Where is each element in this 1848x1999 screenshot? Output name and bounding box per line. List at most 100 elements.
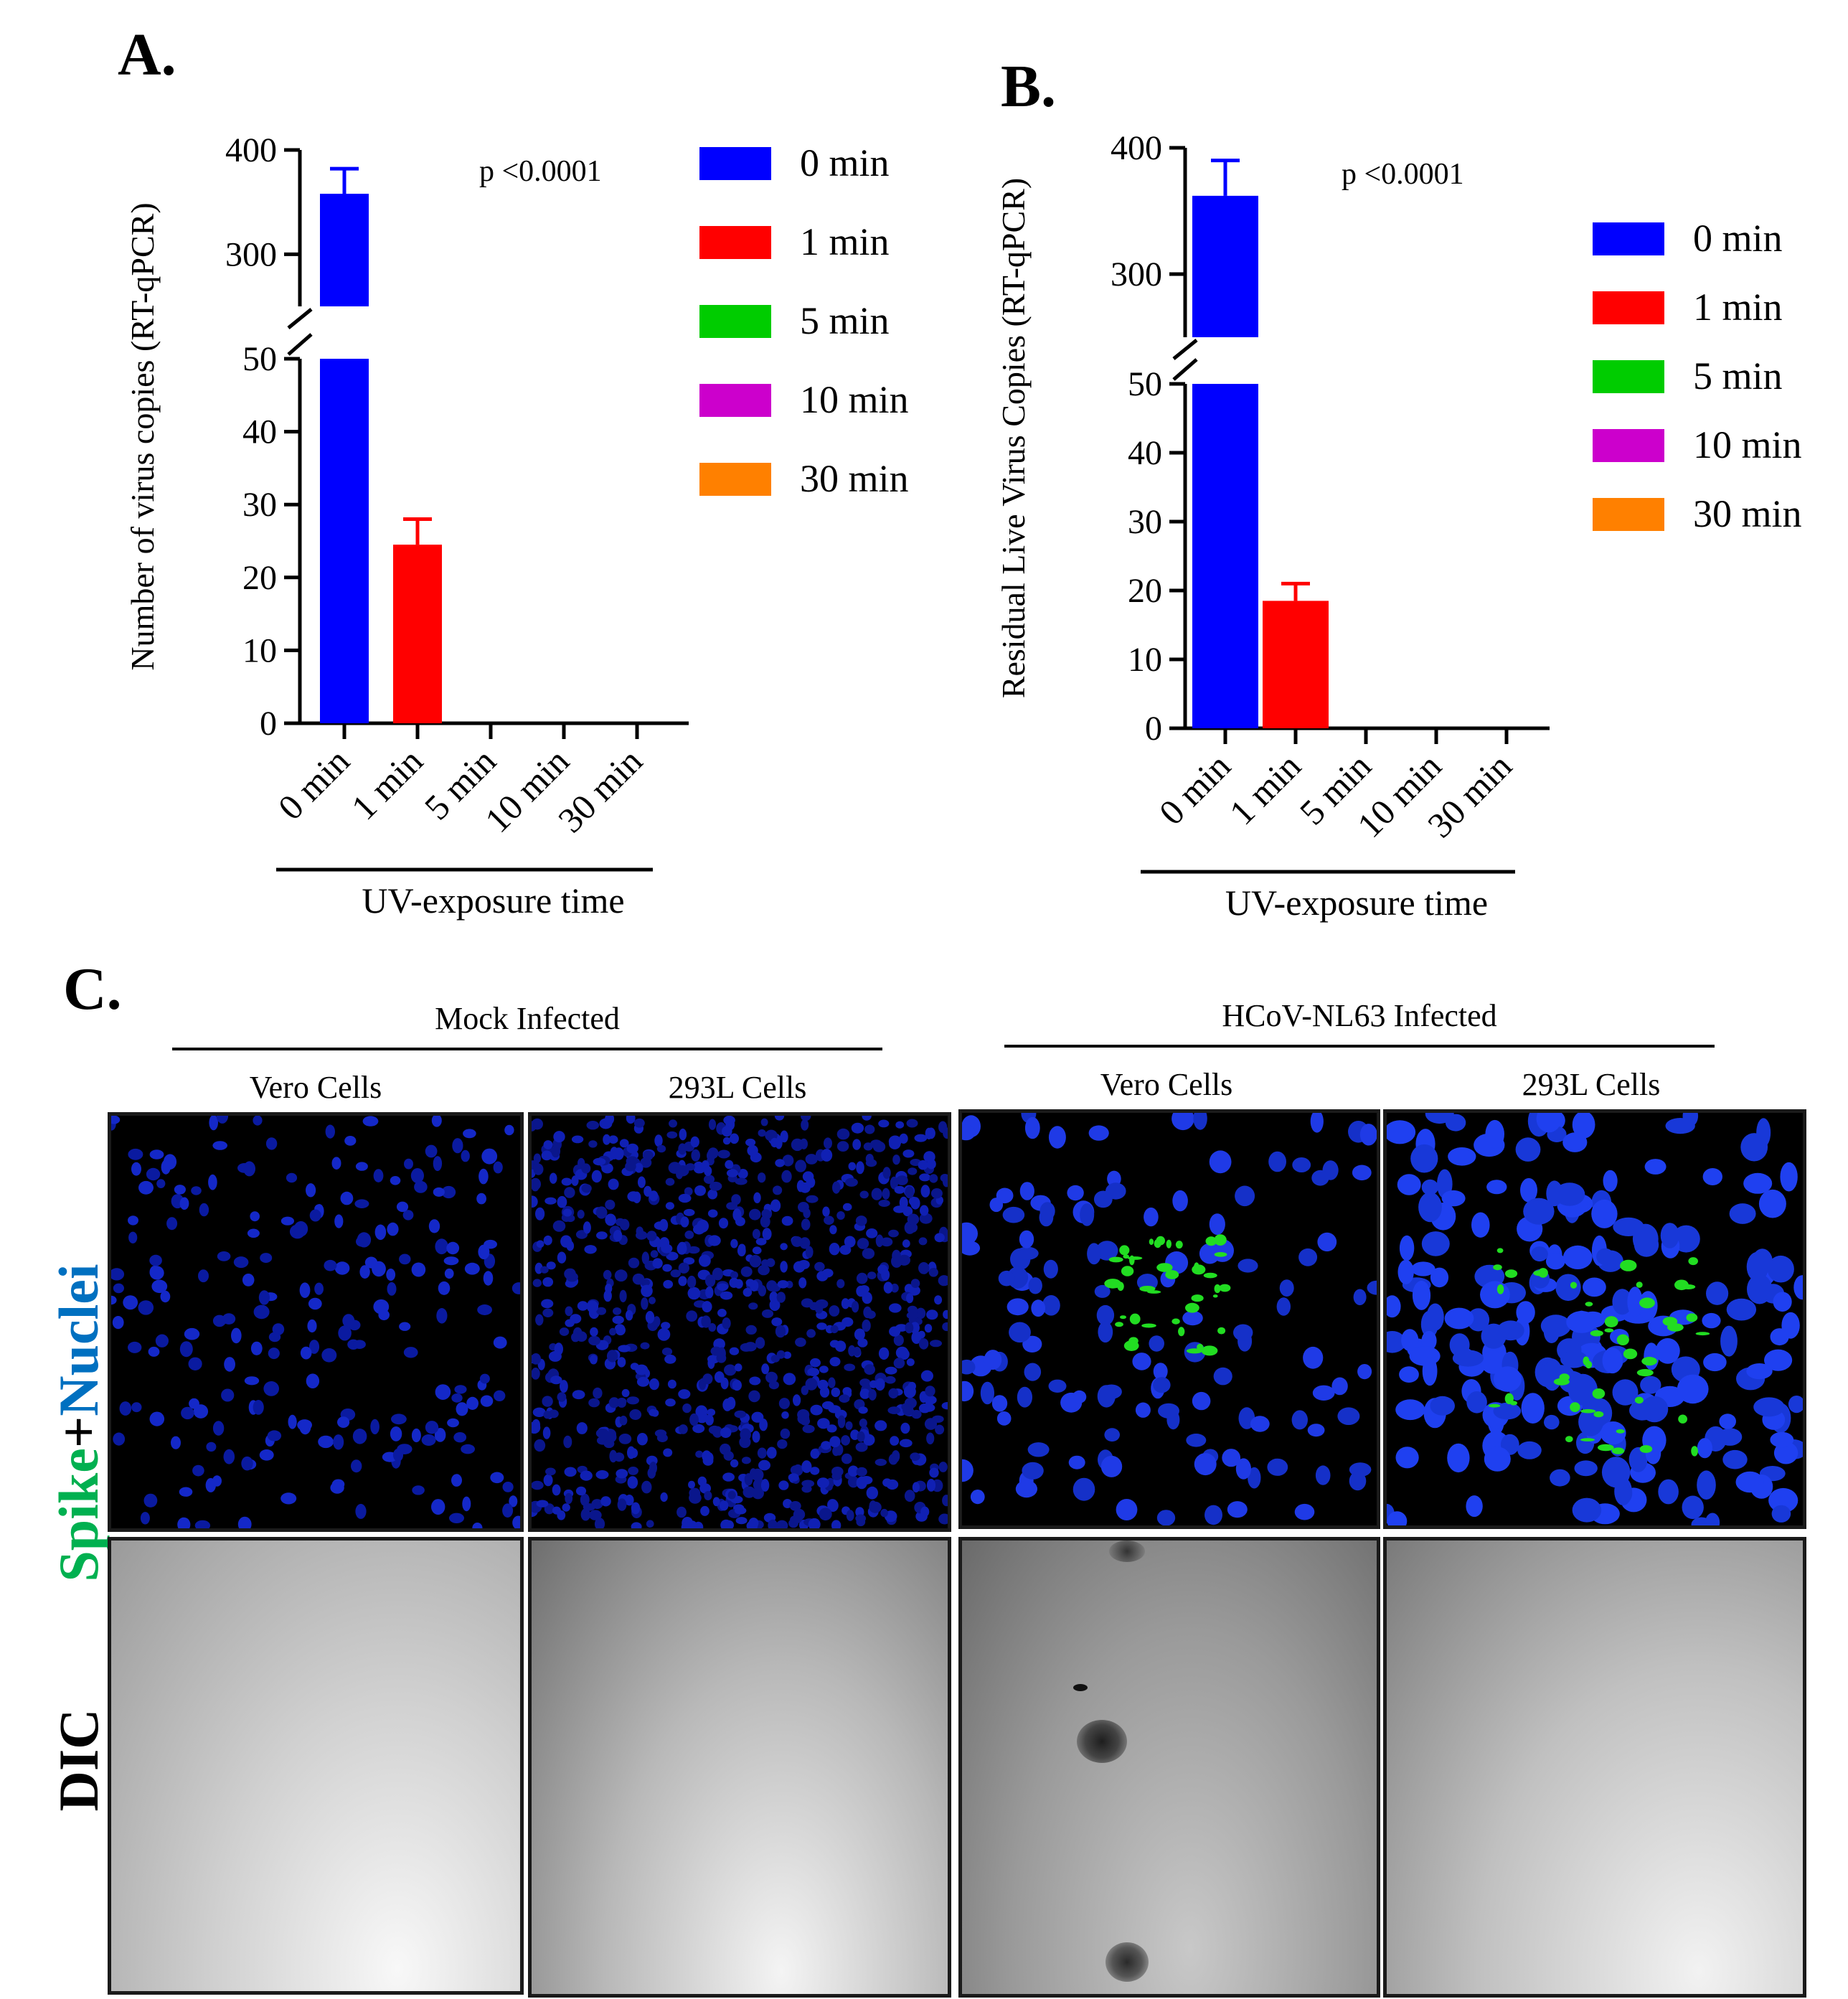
nucleus: [761, 1363, 770, 1375]
nucleus: [546, 1261, 556, 1270]
nucleus: [1614, 1477, 1632, 1506]
nucleus: [1279, 1279, 1294, 1297]
nucleus: [709, 1181, 722, 1191]
nucleus: [670, 1269, 681, 1278]
spike-signal: [1139, 1286, 1156, 1292]
nucleus: [1310, 1113, 1324, 1133]
nucleus: [1598, 1201, 1616, 1220]
nucleus: [722, 1317, 731, 1330]
nucleus: [443, 1256, 459, 1266]
nucleus: [208, 1174, 217, 1190]
nucleus: [548, 1350, 562, 1362]
nucleus: [603, 1134, 610, 1145]
nucleus: [776, 1520, 788, 1528]
nucleus: [542, 1396, 553, 1407]
nucleus: [532, 1118, 543, 1130]
nucleus: [761, 1209, 770, 1218]
spike-signal: [1201, 1345, 1218, 1356]
nucleus: [174, 1185, 186, 1195]
nucleus: [1677, 1374, 1709, 1404]
nucleus: [836, 1279, 845, 1289]
nucleus: [1719, 1414, 1736, 1429]
nucleus: [231, 1327, 242, 1344]
nucleus: [651, 1409, 659, 1417]
nucleus: [893, 1334, 904, 1346]
nucleus: [793, 1464, 803, 1476]
nucleus: [615, 1325, 626, 1336]
nucleus: [817, 1418, 830, 1429]
nucleus: [758, 1172, 766, 1183]
nucleus: [914, 1134, 928, 1142]
nucleus: [678, 1424, 688, 1434]
nucleus: [399, 1254, 411, 1265]
nucleus: [1596, 1248, 1614, 1266]
nucleus: [722, 1472, 735, 1482]
nucleus: [819, 1508, 832, 1521]
nucleus: [866, 1310, 876, 1319]
nucleus: [1788, 1396, 1803, 1414]
nucleus: [694, 1185, 706, 1196]
nucleus: [752, 1228, 760, 1239]
nucleus: [751, 1468, 764, 1482]
nucleus: [1204, 1505, 1222, 1525]
nucleus: [712, 1267, 723, 1281]
nucleus: [781, 1215, 793, 1226]
nucleus: [920, 1205, 929, 1216]
nucleus: [705, 1286, 714, 1299]
nucleus: [836, 1211, 845, 1220]
nucleus: [1767, 1255, 1794, 1283]
nucleus: [653, 1316, 661, 1327]
nucleus: [704, 1452, 714, 1464]
nucleus: [625, 1161, 636, 1172]
nucleus: [1291, 1410, 1308, 1430]
nucleus: [411, 1428, 421, 1443]
nucleus: [280, 1492, 297, 1505]
nucleus: [433, 1187, 445, 1197]
nucleus: [657, 1327, 671, 1341]
nucleus: [1697, 1470, 1716, 1500]
nucleus: [390, 1176, 401, 1185]
nucleus: [682, 1403, 692, 1414]
bar-upper-segment: [320, 194, 369, 306]
nuclei-spike-scatter: [1387, 1113, 1803, 1525]
nucleus: [581, 1184, 592, 1193]
nucleus: [541, 1299, 554, 1309]
nucleus: [870, 1139, 882, 1149]
nucleus: [540, 1266, 549, 1274]
nucleus: [862, 1116, 872, 1121]
nucleus: [596, 1231, 608, 1240]
nucleus: [1387, 1295, 1401, 1318]
nucleus: [149, 1411, 165, 1426]
nucleus: [704, 1166, 712, 1176]
nucleus: [1094, 1284, 1111, 1298]
nucleus: [827, 1499, 839, 1513]
nucleus: [718, 1218, 729, 1229]
nucleus: [612, 1315, 624, 1325]
nucleus: [613, 1147, 624, 1160]
nucleus: [1116, 1499, 1138, 1520]
nucleus: [805, 1246, 814, 1259]
nucleus: [1545, 1253, 1565, 1270]
nucleus: [588, 1335, 600, 1346]
nucleus: [857, 1238, 869, 1249]
nucleus: [735, 1216, 745, 1226]
nucleus: [189, 1398, 199, 1409]
nucleus: [885, 1366, 897, 1375]
nucleus: [740, 1266, 753, 1277]
nucleus: [654, 1221, 666, 1230]
nucleus: [1493, 1402, 1522, 1420]
nucleus: [410, 1168, 424, 1183]
nucleus: [902, 1239, 910, 1248]
nucleus: [662, 1264, 672, 1272]
nucleus: [571, 1135, 584, 1144]
nucleus: [839, 1394, 850, 1403]
nucleus: [869, 1380, 878, 1388]
nucleus: [845, 1421, 853, 1430]
nucleus: [300, 1346, 312, 1360]
nucleus: [768, 1519, 778, 1528]
nucleus: [1703, 1353, 1727, 1372]
nucleus: [918, 1338, 929, 1350]
nucleus: [904, 1284, 914, 1294]
nucleus: [306, 1183, 316, 1198]
nucleus: [502, 1503, 514, 1518]
